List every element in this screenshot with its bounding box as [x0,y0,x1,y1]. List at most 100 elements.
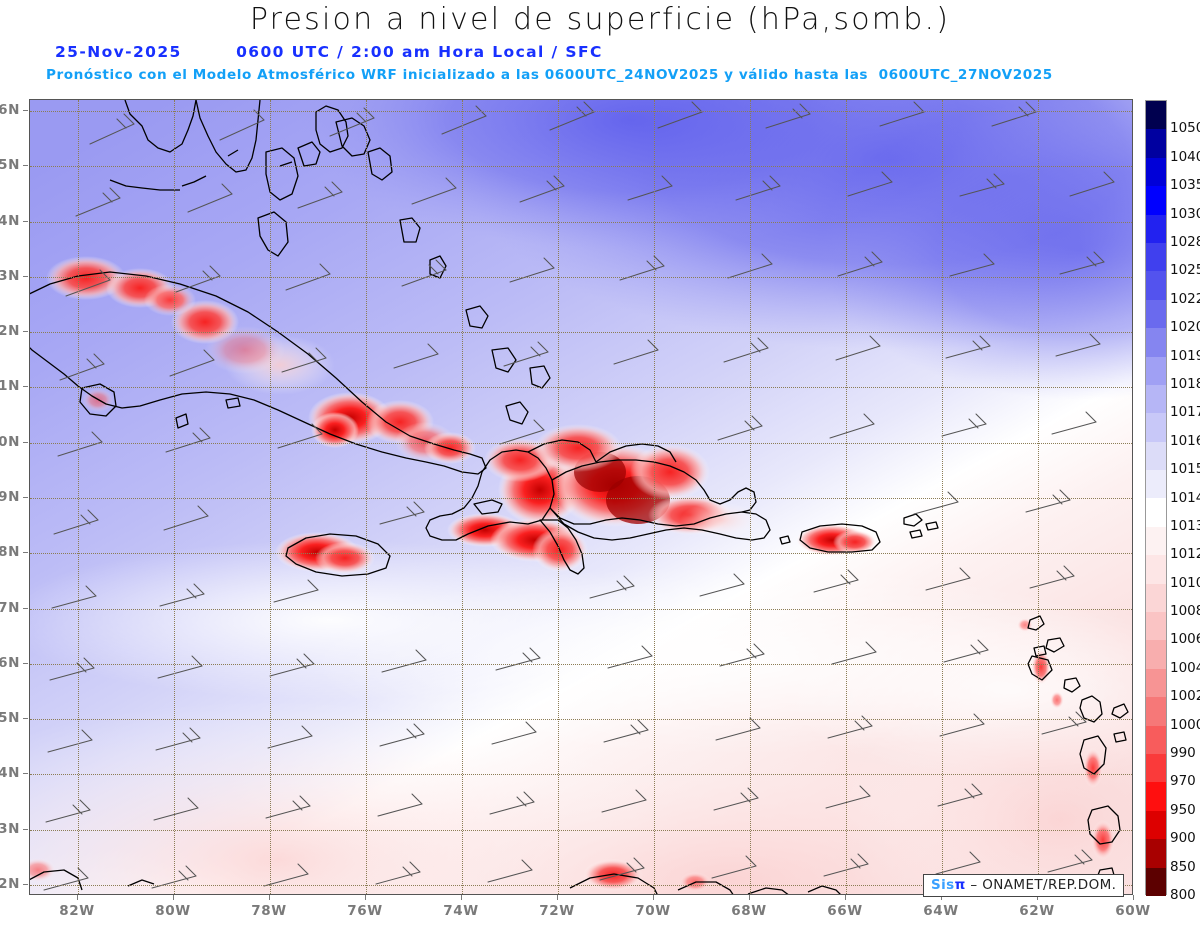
y-axis-label-24N: 24N [0,212,20,229]
y-axis-label-13N: 13N [0,820,20,837]
colorbar-segment-1018 [1146,356,1166,385]
y-tick-14N [23,773,28,775]
y-axis-label-25N: 25N [0,157,20,174]
y-tick-12N [23,883,28,885]
y-axis-label-23N: 23N [0,267,20,284]
colorbar-tick-1030: 1030 [1170,205,1200,222]
colorbar-segment-1015 [1146,441,1166,471]
x-axis-label-68W: 68W [731,903,767,919]
colorbar-tick-1015: 1015 [1170,461,1200,478]
colorbar-tick-1016: 1016 [1170,432,1200,449]
coastlines [30,100,1129,894]
y-axis-label-20N: 20N [0,433,20,450]
y-axis-label-14N: 14N [0,765,20,782]
y-tick-13N [23,828,28,830]
colorbar-segment-1006 [1146,612,1166,641]
colorbar-tick-1022: 1022 [1170,290,1200,307]
colorbar-segment-1017 [1146,384,1166,414]
page-title: Presion a nivel de superficie (hPa,somb.… [249,2,951,37]
x-axis-label-80W: 80W [155,903,191,919]
colorbar-segment-1014 [1146,470,1166,499]
x-tick-62W [1037,895,1038,900]
x-tick-72W [557,895,558,900]
y-axis-label-21N: 21N [0,378,20,395]
x-tick-70W [653,895,654,900]
colorbar-tick-1050: 1050 [1170,120,1200,137]
colorbar[interactable] [1145,100,1167,896]
colorbar-segment-1004 [1146,640,1166,669]
x-tick-80W [173,895,174,900]
y-tick-25N [23,165,28,167]
colorbar-segment-970 [1146,753,1166,783]
colorbar-segment-1025 [1146,242,1166,272]
x-tick-66W [845,895,846,900]
colorbar-tick-900: 900 [1170,830,1196,847]
x-axis-label-78W: 78W [251,903,287,919]
colorbar-tick-1012: 1012 [1170,546,1200,563]
y-axis-label-15N: 15N [0,710,20,727]
colorbar-segment-1022 [1146,271,1166,300]
y-tick-16N [23,662,28,664]
colorbar-segment-1028 [1146,214,1166,243]
y-axis-label-22N: 22N [0,323,20,340]
x-axis-label-76W: 76W [347,903,383,919]
colorbar-tick-1028: 1028 [1170,233,1200,250]
map-plot-area[interactable] [29,99,1133,895]
y-tick-18N [23,552,28,554]
x-tick-76W [365,895,366,900]
x-tick-74W [461,895,462,900]
colorbar-segment-1008 [1146,583,1166,613]
colorbar-tick-1008: 1008 [1170,603,1200,620]
colorbar-segment-1035 [1146,157,1166,187]
colorbar-tick-1013: 1013 [1170,517,1200,534]
y-tick-20N [23,441,28,443]
y-tick-22N [23,331,28,333]
colorbar-tick-990: 990 [1170,745,1196,762]
x-axis-label-60W: 60W [1115,903,1151,919]
colorbar-segment-1012 [1146,526,1166,556]
x-axis-label-70W: 70W [635,903,671,919]
attribution-org: ONAMET/REP.DOM. [982,877,1117,893]
colorbar-segment-1013 [1146,498,1166,527]
y-axis-label-12N: 12N [0,875,20,892]
colorbar-segment-1050 [1146,101,1166,130]
colorbar-segment-1040 [1146,129,1166,158]
attribution-box: Sisπ – ONAMET/REP.DOM. [923,874,1125,897]
colorbar-segment-1030 [1146,186,1166,215]
colorbar-tick-1018: 1018 [1170,375,1200,392]
colorbar-segment-800 [1146,867,1166,896]
colorbar-tick-1020: 1020 [1170,319,1200,336]
valid-time-line: 25-Nov-2025 0600 UTC / 2:00 am Hora Loca… [55,43,603,61]
y-tick-19N [23,497,28,498]
y-tick-17N [23,607,28,609]
colorbar-tick-850: 850 [1170,858,1196,875]
colorbar-tick-1040: 1040 [1170,148,1200,165]
pressure-field-svg [30,100,1132,894]
y-axis-label-19N: 19N [0,489,20,505]
x-axis-label-72W: 72W [539,903,575,919]
x-axis-label-62W: 62W [1019,903,1055,919]
y-axis-label-18N: 18N [0,544,20,561]
y-axis-label-17N: 17N [0,599,20,616]
x-axis-label-66W: 66W [827,903,863,919]
x-tick-78W [269,895,270,900]
colorbar-segment-1019 [1146,328,1166,357]
colorbar-segment-900 [1146,810,1166,840]
y-tick-15N [23,718,28,720]
forecast-note: Pronóstico con el Modelo Atmosférico WRF… [46,67,1053,83]
colorbar-segment-1020 [1146,299,1166,329]
colorbar-tick-1019: 1019 [1170,347,1200,364]
colorbar-segment-1000 [1146,697,1166,726]
colorbar-segment-950 [1146,782,1166,811]
colorbar-tick-1035: 1035 [1170,177,1200,194]
colorbar-segment-850 [1146,839,1166,868]
colorbar-tick-1000: 1000 [1170,716,1200,733]
colorbar-segment-990 [1146,725,1166,754]
colorbar-tick-800: 800 [1170,887,1196,903]
x-axis-label-64W: 64W [923,903,959,919]
y-tick-24N [23,220,28,222]
logo-pi-icon: π [954,877,966,893]
x-tick-68W [749,895,750,900]
x-tick-64W [941,895,942,900]
